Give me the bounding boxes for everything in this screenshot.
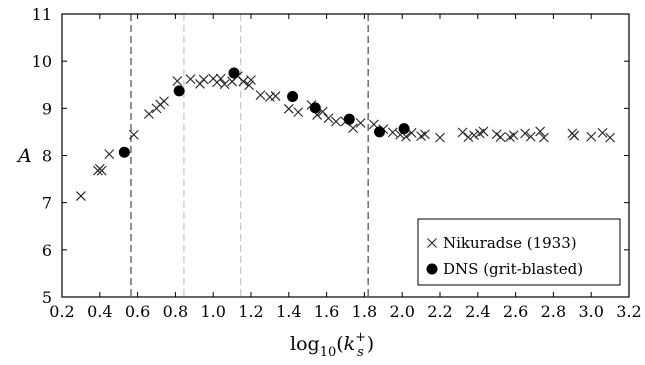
x-axis-label-var-sup: +: [355, 330, 366, 345]
plot-frame: [61, 13, 630, 298]
nikuradse-point-3: [96, 165, 107, 176]
y-tick-label-3: 8: [42, 147, 52, 166]
x-tick-label-12: 2.6: [503, 302, 528, 321]
nikuradse-point-13: [198, 74, 209, 85]
nikuradse-point-0: [76, 191, 86, 201]
dns-point-3: [287, 91, 299, 103]
nikuradse-point-46: [463, 132, 474, 142]
nikuradse-point-26: [283, 103, 294, 114]
y-tick-label-0: 5: [42, 288, 52, 307]
nikuradse-point-31: [323, 113, 334, 124]
reference-lines: [130, 14, 369, 297]
axis-ticks: 0.2 0.4 0.6 0.8 1.0 1.2 1.4 1.6 1.8 2.0 2.2 2.4 2.6 2…: [32, 5, 642, 321]
nikuradse-point-53: [508, 130, 519, 141]
legend-marker-circle: [426, 263, 438, 275]
nikuradse-point-17: [219, 79, 230, 90]
x-axis-label-var: k: [344, 333, 356, 355]
legend-box: [417, 218, 621, 286]
data-points: [76, 67, 615, 201]
y-axis-label: A: [16, 145, 32, 167]
nikuradse-point-45: [457, 127, 468, 138]
y-tick-label-2: 7: [42, 194, 52, 213]
nikuradse-point-23: [255, 90, 266, 101]
nikuradse-point-21: [244, 80, 254, 91]
y-tick-label-5: 10: [32, 52, 52, 71]
y-tick-label-6: 11: [32, 5, 52, 24]
x-axis-label-main: log: [290, 333, 320, 355]
nikuradse-point-27: [293, 107, 304, 117]
nikuradse-point-9: [159, 96, 169, 107]
dns-point-5: [343, 113, 355, 125]
x-axis-label-base: 10: [320, 345, 337, 360]
nikuradse-point-22: [246, 75, 256, 85]
nikuradse-point-60: [586, 131, 597, 142]
nikuradse-point-61: [597, 127, 608, 138]
x-tick-label-4: 1.0: [200, 302, 225, 321]
x-tick-label-8: 1.8: [352, 302, 377, 321]
nikuradse-point-47: [469, 130, 479, 141]
legend-circle-symbol: [426, 263, 438, 275]
x-tick-label-5: 1.2: [238, 302, 263, 321]
x-axis-label-var-sub: s: [357, 345, 364, 360]
x-tick-label-15: 3.2: [616, 302, 641, 321]
x-axis-label-close: ): [367, 333, 374, 355]
nikuradse-point-57: [539, 132, 549, 143]
nikuradse-point-4: [104, 149, 115, 159]
x-tick-label-3: 0.8: [163, 302, 188, 321]
nikuradse-point-10: [172, 76, 183, 86]
dns-point-4: [309, 102, 321, 114]
x-tick-label-1: 0.4: [87, 302, 112, 321]
x-tick-label-11: 2.4: [465, 302, 490, 321]
x-tick-label-13: 2.8: [541, 302, 566, 321]
nikuradse-point-44: [435, 132, 445, 143]
nikuradse-point-16: [215, 73, 226, 84]
legend: Nikuradse (1933) DNS (grit-blasted): [417, 218, 621, 286]
nikuradse-point-54: [520, 128, 530, 139]
x-tick-label-2: 0.6: [125, 302, 150, 321]
nikuradse-point-5: [128, 129, 139, 140]
nikuradse-point-38: [387, 127, 398, 138]
nikuradse-point-51: [495, 132, 506, 142]
nikuradse-point-6: [144, 109, 154, 119]
y-tick-label-4: 9: [42, 99, 52, 118]
x-axis-label-open: (: [336, 333, 343, 355]
nikuradse-point-49: [478, 126, 489, 137]
nikuradse-point-62: [605, 132, 615, 143]
dns-point-1: [173, 85, 185, 97]
y-tick-label-1: 6: [42, 241, 52, 260]
x-tick-label-7: 1.6: [314, 302, 339, 321]
dns-point-2: [228, 67, 240, 79]
legend-label-dns: DNS (grit-blasted): [443, 260, 583, 278]
x-tick-label-9: 2.0: [389, 302, 414, 321]
legend-label-nikuradse: Nikuradse (1933): [443, 234, 577, 252]
x-tick-label-6: 1.4: [276, 302, 301, 321]
x-tick-label-14: 3.0: [578, 302, 603, 321]
nikuradse-point-56: [535, 126, 546, 137]
nikuradse-point-55: [525, 131, 536, 142]
nikuradse-point-43: [419, 129, 430, 140]
nikuradse-point-11: [185, 74, 196, 84]
dns-point-0: [118, 146, 130, 158]
legend-marker-cross: [427, 238, 437, 248]
x-tick-label-10: 2.2: [427, 302, 452, 321]
nikuradse-point-25: [270, 91, 281, 101]
nikuradse-point-34: [348, 123, 358, 134]
nikuradse-point-35: [355, 118, 366, 128]
nikuradse-point-59: [569, 130, 580, 141]
x-tick-label-0: 0.2: [49, 302, 74, 321]
dns-point-7: [398, 123, 410, 135]
x-axis-label: log10(k+ s): [290, 330, 374, 360]
nikuradse-point-32: [331, 116, 341, 127]
legend-cross-symbol: [427, 238, 437, 248]
dns-point-6: [374, 126, 386, 138]
